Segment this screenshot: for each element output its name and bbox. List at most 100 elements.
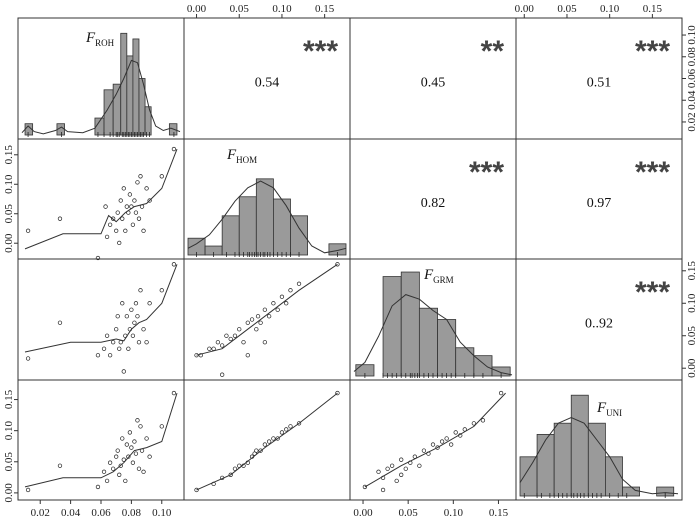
scatter-point-29 [171,146,177,152]
hist-bar-3 [570,394,589,497]
scatter-point-6 [399,457,404,462]
scatter-point-13 [123,228,128,233]
tick-label: 0.08 [686,47,698,67]
corr-stars-hom-grm: *** [469,156,504,189]
tick-label: 0.15 [489,507,509,518]
scatter-point-25 [144,340,149,345]
scatter-point-25 [399,472,404,477]
hist-bar-6 [290,215,308,256]
scatter-point-15 [439,439,445,444]
tick-label: 0.06 [686,68,698,88]
x-axis-top-c1: 0.00 0.05 0.10 0.15 [187,3,335,18]
hist-bar-5 [273,198,291,256]
panel-r3-c2 [349,379,517,501]
tick-label: 0.05 [3,204,15,224]
scatter-point-4 [104,478,110,484]
scatter-point-16 [279,430,285,435]
tick-label: 0.10 [686,293,698,313]
tick-label: 0.05 [399,507,419,518]
scatter-point-6 [111,216,116,221]
corr-value-grm-uni: 0..92 [585,317,613,332]
scatter-point-13 [123,478,128,484]
tick-label: 0.15 [643,3,663,15]
scatter-point-23 [138,174,143,179]
scatter-point-21 [471,421,477,426]
scatter-point-7 [114,228,119,233]
scatter-point-6 [111,340,116,345]
tick-label: 0.15 [3,145,15,165]
smooth-fit-line [364,392,506,488]
scatter-point-13 [266,439,272,444]
scatter-point-17 [449,442,454,447]
scatter-point-3 [101,469,107,474]
var-label-hom: FHOM [226,147,257,165]
scatter-point-4 [232,466,238,471]
scatter-point-0 [25,487,31,493]
scatter-point-4 [104,234,110,239]
scatter-point-3 [228,472,233,477]
corr-value-hom-uni: 0.97 [587,196,612,211]
tick-label: 0.00 [3,233,15,253]
hist-bar-5 [455,347,475,377]
histogram-roh [21,32,181,137]
tick-label: 0.10 [272,3,292,15]
hist-bar-0 [519,456,538,497]
scatter-point-17 [129,307,134,312]
tick-label: 0.00 [686,358,698,378]
y-axis-left-r1: 0.00 0.05 0.10 0.15 [3,145,18,253]
scatter-point-5 [220,343,225,348]
panel-grid [17,17,683,501]
scatter-point-28 [171,262,177,267]
scatter-point-3 [103,204,108,209]
scatter-point-23 [138,288,143,293]
scatter-point-26 [144,436,149,441]
smooth-fit-line [196,392,338,491]
scatter-point-10 [241,340,246,345]
scatter-point-27 [159,288,164,293]
scatter-point-3 [101,346,107,351]
scatter-point-14 [124,314,129,319]
scatter-point-3 [385,466,390,471]
scatter-point-16 [444,436,449,441]
corr-stars-roh-grm: ** [481,35,505,68]
tick-label: 0.05 [686,326,698,346]
panel-r1-c0 [17,138,185,260]
scatter-point-21 [135,418,140,423]
scatter-point-29 [171,390,177,396]
tick-label: 0.15 [3,389,15,409]
scatter-point-10 [254,448,259,453]
scatter-point-10 [118,198,123,203]
histogram-uni [519,394,679,498]
tick-label: 0.10 [3,421,15,441]
histogram-hom [187,178,347,257]
scatter-point-18 [453,430,458,435]
tick-label: 0.00 [187,3,207,15]
density-curve [21,59,181,135]
scatter-point-5 [394,478,399,484]
hist-bar-4 [255,178,274,256]
hist-bar-5 [120,32,128,136]
scatter-point-7 [403,466,408,471]
scatter-r2-c1 [194,262,340,377]
scatter-point-19 [132,198,137,203]
scatter-point-13 [254,327,259,332]
scatter-point-16 [262,307,268,312]
tick-label: 0.00 [515,3,535,15]
hist-bar-1 [536,433,555,497]
scatter-point-14 [124,442,129,447]
scatter-point-22 [136,466,142,471]
y-axis-right-r2: 0.00 0.05 0.10 0.15 [682,261,698,378]
hist-bar-6 [473,355,493,377]
scatter-point-7 [114,327,119,332]
panel-r3-c3 [515,379,683,501]
scatter-point-18 [130,222,136,227]
tick-label: 0.15 [315,3,335,15]
scatter-point-12 [121,186,126,191]
scatter-point-14 [271,436,276,441]
scatter-point-19 [275,307,280,312]
scatter-point-8 [115,448,120,453]
scatter-point-2 [207,346,212,351]
scatter-point-9 [117,240,122,246]
scatter-point-6 [224,333,229,338]
scatter-point-27 [147,198,152,203]
